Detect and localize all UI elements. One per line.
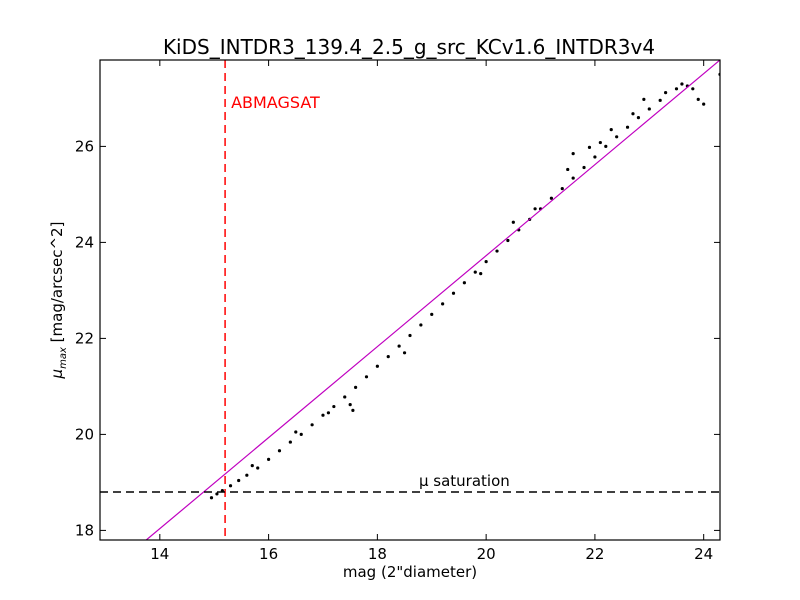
data-point [250,464,254,468]
x-tick-label: 24 [694,545,713,563]
data-point [267,457,271,461]
data-point [506,238,510,243]
data-point [691,87,695,91]
data-point [321,413,325,417]
x-tick-label: 16 [259,545,278,563]
data-point [228,484,233,488]
data-point [571,176,575,180]
data-point [587,145,592,149]
data-point [451,291,456,295]
data-point [277,449,282,453]
data-point [397,344,401,348]
data-point [511,220,515,224]
data-point [473,270,477,274]
data-point [299,432,303,436]
data-point [441,302,445,306]
data-point [237,478,241,483]
y-axis-subscript: max [58,347,69,369]
plot-area [100,60,720,540]
data-point [674,87,679,91]
data-point [680,82,684,86]
data-point [348,403,352,407]
data-point [642,97,646,101]
data-point [430,312,434,316]
plot-frame [99,59,721,541]
data-point [288,440,292,444]
y-tick-label: 26 [75,137,94,155]
data-point [495,249,499,253]
data-point [332,404,336,409]
data-point [343,395,347,399]
data-point [696,97,700,101]
axes: ABMAGSAT μ saturation 14 16 18 20 22 24 18 20 22 24… [75,60,720,563]
data-point [593,155,597,159]
data-point [658,98,662,102]
data-point [386,355,390,359]
data-point [209,496,214,500]
x-tick-label: 14 [150,545,169,563]
data-point [462,281,466,285]
data-point [408,333,412,338]
y-axis-symbol: μ [48,369,66,380]
data-point [484,260,488,264]
data-point [549,196,554,200]
data-point [636,116,641,120]
data-point [631,112,635,116]
data-point [419,323,423,327]
y-tick-label: 18 [75,521,94,539]
data-point [566,167,570,172]
data-point [604,144,608,148]
data-point [364,375,369,379]
data-point [245,473,249,477]
data-point [375,364,379,368]
data-point [615,135,619,139]
x-tick-label: 22 [585,545,604,563]
data-point [402,351,407,355]
one-to-one-line [145,60,720,540]
data-point [571,152,575,156]
data-point [354,385,358,389]
x-axis-label: mag (2"diameter) [343,563,477,581]
data-point [664,91,668,95]
data-point [351,408,355,412]
data-point [310,423,314,427]
saturation-label: μ saturation [419,472,510,490]
data-point [294,430,298,434]
data-point [702,102,706,106]
y-axis-label: μmax [mag/arcsec^2] [48,222,69,380]
x-tick-label: 18 [368,545,387,563]
x-tick-label: 20 [477,545,496,563]
y-tick-label: 22 [75,329,94,347]
data-point [560,187,564,191]
data-point [326,411,331,415]
data-point [533,207,537,211]
data-point [609,128,613,132]
y-tick-label: 20 [75,425,94,443]
y-tick-label: 24 [75,233,94,251]
data-point [256,466,260,470]
data-point [647,107,651,111]
data-point [598,140,602,145]
abmagsat-label: ABMAGSAT [231,93,320,112]
data-point [479,272,483,276]
data-point [215,492,219,496]
y-axis-unit: [mag/arcsec^2] [48,222,66,348]
data-point [625,125,630,129]
chart-title: KiDS_INTDR3_139.4_2.5_g_src_KCv1.6_INTDR… [163,35,655,59]
data-point [582,165,586,170]
